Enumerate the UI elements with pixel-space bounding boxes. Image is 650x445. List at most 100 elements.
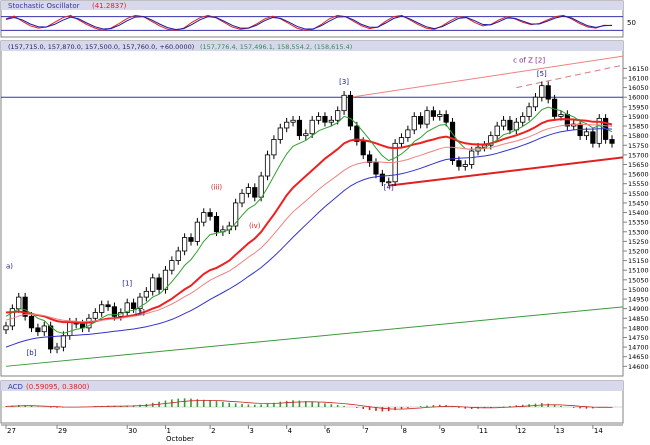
candle-body xyxy=(309,119,315,135)
price-y-tick-label: 15200 xyxy=(628,247,649,255)
candle-body xyxy=(290,119,296,123)
x-axis-tick-label: 6 xyxy=(326,427,331,435)
macd-signal-line xyxy=(5,399,613,410)
price-y-tick-label: 14750 xyxy=(628,334,649,342)
candle-body xyxy=(175,250,181,261)
candle-body xyxy=(532,96,539,108)
x-axis-tick-label: 12 xyxy=(517,427,526,435)
candle-body xyxy=(54,346,60,350)
wave-label: [3] xyxy=(339,78,349,86)
stochastic-reading: (41.2837) xyxy=(92,2,127,10)
wave-label: [b] xyxy=(27,349,37,357)
candle-body xyxy=(162,269,169,290)
candle-body xyxy=(347,94,354,127)
macd-reading: (0.59095, 0.3800) xyxy=(26,383,90,391)
candle-body xyxy=(99,304,105,313)
candle-body xyxy=(169,260,175,271)
price-y-tick-label: 15800 xyxy=(628,132,649,140)
candle-body xyxy=(360,141,366,156)
price-y-tick-label: 16150 xyxy=(628,65,649,73)
price-y-tick-label: 14650 xyxy=(628,353,649,361)
candle-body xyxy=(551,98,558,117)
candle-body xyxy=(182,237,188,252)
x-axis-tick-label: 7 xyxy=(364,427,368,435)
moving-average-line xyxy=(5,118,613,324)
wave-label: c of Z [2] xyxy=(513,57,545,65)
price-panel: (157,715.0, 157,870.0, 157,500.0, 157,76… xyxy=(0,40,649,377)
candle-body xyxy=(137,296,143,310)
price-y-tick-label: 14600 xyxy=(628,363,649,371)
candle-body xyxy=(526,106,532,117)
price-y-tick-label: 15000 xyxy=(628,286,649,294)
candle-body xyxy=(303,133,309,137)
x-axis-tick-label: 1 xyxy=(166,427,170,435)
candle-body xyxy=(386,181,392,184)
candle-body xyxy=(322,116,328,123)
x-axis-tick-label: 27 xyxy=(7,427,16,435)
trend-line xyxy=(350,55,623,98)
wave-label: [2] xyxy=(135,308,145,316)
x-axis-tick-label: 30 xyxy=(128,427,137,435)
candle-body xyxy=(35,327,41,333)
price-y-tick-label: 15850 xyxy=(628,123,649,131)
candle-body xyxy=(60,335,67,348)
candle-body xyxy=(245,187,251,194)
candle-body xyxy=(366,154,373,163)
price-y-tick-label: 15100 xyxy=(628,267,649,275)
price-y-tick-label: 15400 xyxy=(628,209,649,217)
candle-body xyxy=(424,110,430,125)
candle-body xyxy=(48,325,54,350)
x-axis-tick-label: 8 xyxy=(402,427,406,435)
x-axis-tick-label: 4 xyxy=(288,427,293,435)
price-y-tick-label: 15500 xyxy=(628,190,649,198)
x-axis-tick-label: 3 xyxy=(249,427,253,435)
candle-body xyxy=(22,296,28,317)
candle-body xyxy=(188,237,194,242)
wave-label: [4] xyxy=(384,183,394,191)
wave-label: a) xyxy=(6,262,13,270)
price-y-tick-label: 16050 xyxy=(628,84,649,92)
candle-body xyxy=(373,162,379,175)
candle-body xyxy=(539,85,545,98)
x-axis: October 27 29 30 1 2 3 4 6 7 8 9 11 12 13 14 xyxy=(1,424,623,443)
wave-label: (iv) xyxy=(249,222,261,230)
candle-body xyxy=(296,119,303,137)
candle-body xyxy=(449,121,456,162)
candle-body xyxy=(3,325,9,331)
macd-header-bar xyxy=(1,381,623,391)
candle-body xyxy=(143,290,149,298)
candle-body xyxy=(609,139,615,144)
macd-title: ACD xyxy=(8,383,23,391)
wave-label: [1] xyxy=(122,280,132,288)
candle-body xyxy=(507,119,513,131)
price-y-tick-label: 15550 xyxy=(628,180,649,188)
x-axis-tick-label: 13 xyxy=(556,427,565,435)
candle-body xyxy=(398,137,405,144)
candle-body xyxy=(124,302,130,313)
stochastic-line xyxy=(5,15,613,31)
candle-body xyxy=(201,212,207,223)
candle-body xyxy=(92,312,98,319)
price-clipped-group: [b] [1] [2] (iii) (iv) [3] [4] [5] c of Z [2] a) xyxy=(1,55,623,367)
candle-body xyxy=(379,173,385,183)
candle-body xyxy=(150,277,156,292)
candle-body xyxy=(500,119,507,127)
candle-body xyxy=(315,116,322,121)
macd-panel: ACD (0.59095, 0.3800) xyxy=(0,380,624,424)
wave-label: [5] xyxy=(537,70,547,78)
price-y-tick-label: 16000 xyxy=(628,94,649,102)
candle-body xyxy=(437,114,443,117)
trend-line xyxy=(5,306,623,367)
candle-body xyxy=(28,315,35,329)
price-y-tick-label: 15650 xyxy=(628,161,649,169)
wave-label: (iii) xyxy=(211,183,223,191)
price-y-tick-label: 15750 xyxy=(628,142,649,150)
price-y-tick-label: 15350 xyxy=(628,219,649,227)
candle-body xyxy=(67,321,73,336)
price-y-tick-label: 14700 xyxy=(628,344,649,352)
price-y-tick-label: 15450 xyxy=(628,199,649,207)
x-axis-tick-label: 9 xyxy=(441,427,445,435)
